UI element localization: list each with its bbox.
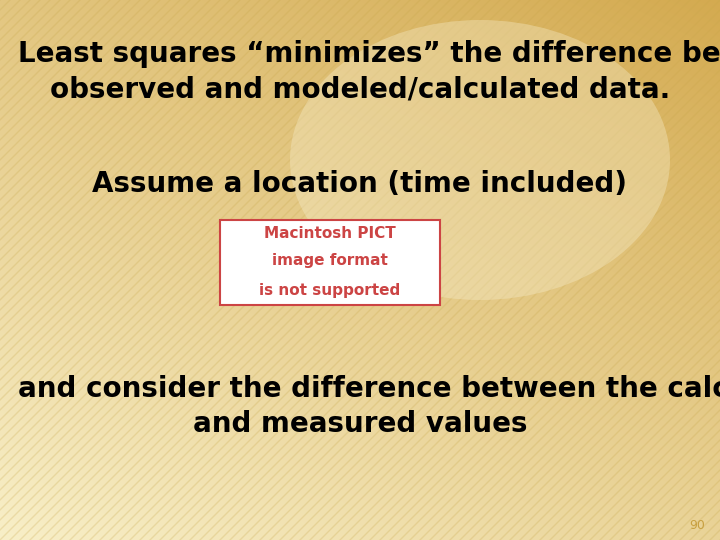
Text: observed and modeled/calculated data.: observed and modeled/calculated data. — [50, 75, 670, 103]
Text: Least squares “minimizes” the difference between: Least squares “minimizes” the difference… — [18, 40, 720, 68]
Text: Assume a location (time included): Assume a location (time included) — [92, 170, 628, 198]
Text: and consider the difference between the calculated: and consider the difference between the … — [18, 375, 720, 403]
Text: and measured values: and measured values — [193, 410, 527, 438]
Text: image format: image format — [272, 253, 388, 268]
Text: is not supported: is not supported — [259, 284, 400, 299]
Bar — [220, 220, 440, 305]
Text: Macintosh PICT: Macintosh PICT — [264, 226, 396, 241]
Ellipse shape — [290, 20, 670, 300]
Text: 90: 90 — [689, 519, 705, 532]
